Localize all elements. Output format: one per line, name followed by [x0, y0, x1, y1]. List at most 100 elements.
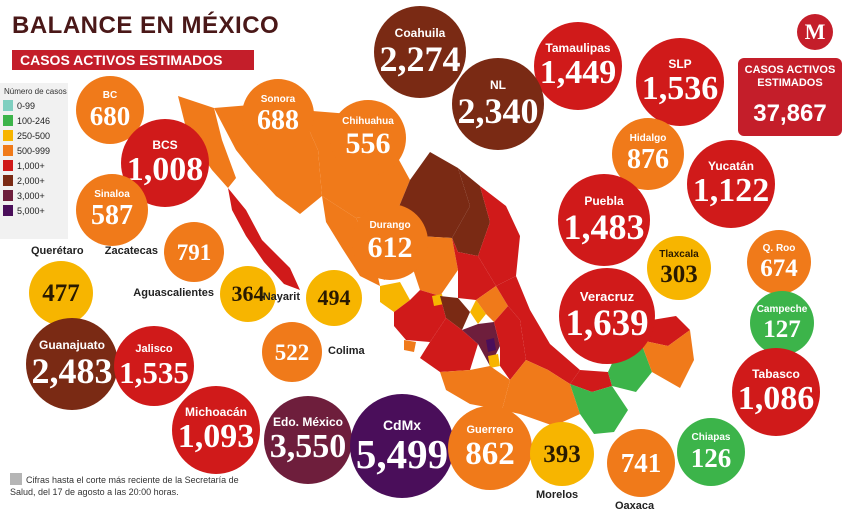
map-baja-california-sur [228, 188, 300, 290]
state-bubble: Michoacán 1,093 [172, 386, 260, 474]
legend-label: 3,000+ [17, 190, 45, 201]
state-bubble: Tabasco 1,086 [732, 348, 820, 436]
map-veracruz [496, 276, 580, 384]
legend-swatch [3, 205, 13, 216]
state-bubble: 364 [220, 266, 276, 322]
state-name: Guanajuato [38, 338, 105, 352]
state-value: 494 [317, 285, 351, 310]
state-name: Aguascalientes [133, 287, 214, 299]
state-value: 303 [660, 260, 698, 288]
state-name: Edo. México [272, 415, 343, 429]
state-bubble: Jalisco 1,535 [114, 326, 194, 406]
state-value: 2,340 [457, 91, 539, 131]
state-value: 5,499 [355, 430, 449, 477]
map-tamaulipas [478, 186, 520, 286]
legend-swatch [3, 145, 13, 156]
legend-swatch [3, 175, 13, 186]
state-value: 1,535 [119, 355, 189, 390]
legend-label: 100-246 [17, 115, 51, 126]
state-value: 791 [176, 239, 212, 265]
legend-swatch [3, 190, 13, 201]
state-value: 477 [42, 279, 80, 307]
state-name: Durango [369, 220, 411, 231]
legend-swatch [3, 115, 13, 126]
state-value: 522 [274, 339, 310, 365]
state-bubble: 522 [262, 322, 322, 382]
state-name: BCS [152, 138, 178, 152]
legend-label: 0-99 [17, 100, 36, 111]
legend: Número de casos 0-99 100-246 250-500 500-99… [0, 83, 68, 239]
map-jalisco [394, 290, 446, 342]
state-value: 2,274 [379, 39, 461, 79]
map-colima [404, 340, 416, 352]
legend-swatch [3, 100, 13, 111]
legend-label: 5,000+ [17, 205, 45, 216]
state-bubble: Puebla 1,483 [558, 174, 650, 266]
map-hidalgo [476, 286, 508, 322]
state-value: 393 [543, 440, 581, 468]
brand-logo: M [797, 14, 833, 50]
state-bubble: 741 [607, 429, 675, 497]
map-puebla [494, 306, 526, 380]
state-value: 556 [345, 127, 391, 160]
state-value: 741 [620, 447, 662, 478]
state-bubble: Durango 612 [352, 204, 428, 280]
state-bubble: 791 [164, 222, 224, 282]
state-name: Michoacán [184, 405, 247, 419]
state-value: 1,639 [565, 303, 649, 344]
legend-item: 2,000+ [0, 173, 68, 188]
state-value: 3,550 [269, 428, 347, 465]
state-value: 1,122 [692, 172, 770, 209]
legend-title: Número de casos [4, 87, 67, 96]
state-name: Sonora [260, 94, 296, 105]
state-name: Tamaulipas [545, 41, 611, 55]
state-name: Hidalgo [629, 133, 667, 144]
state-name: Guerrero [466, 424, 514, 436]
footnote: Cifras hasta el corte más reciente de la… [10, 473, 239, 497]
map-nayarit [380, 282, 410, 312]
state-name: Oaxaca [615, 500, 655, 512]
state-bubble: Sinaloa 587 [76, 174, 148, 246]
legend-item: 5,000+ [0, 203, 68, 218]
state-value: 1,536 [641, 70, 719, 107]
map-chiapas [570, 384, 628, 434]
map-guanajuato [440, 296, 470, 330]
state-name: Sinaloa [94, 189, 130, 200]
state-value: 688 [257, 105, 299, 136]
legend-label: 250-500 [17, 130, 51, 141]
map-edomex [462, 322, 500, 366]
state-bubble: Tlaxcala 303 [647, 236, 711, 300]
map-michoacan [420, 318, 478, 372]
state-bubble: Chihuahua 556 [330, 100, 406, 176]
state-name: Nayarit [262, 291, 300, 303]
legend-item: 250-500 [0, 128, 68, 143]
state-value: 364 [231, 281, 265, 306]
state-value: 862 [465, 436, 515, 472]
state-value: 674 [760, 254, 798, 282]
state-bubble: Coahuila 2,274 [374, 6, 466, 98]
state-name: Coahuila [394, 26, 446, 40]
state-value: 2,483 [31, 351, 113, 391]
legend-label: 2,000+ [17, 175, 45, 186]
state-bubble: Q. Roo 674 [747, 230, 811, 294]
map-tabasco [570, 370, 612, 392]
state-value: 1,483 [563, 207, 645, 247]
state-bubble: Yucatán 1,122 [687, 140, 775, 228]
state-bubble: 494 [306, 270, 362, 326]
legend-label: 500-999 [17, 145, 51, 156]
state-name: BC [102, 89, 118, 101]
map-cdmx [486, 338, 496, 352]
state-name: Jalisco [135, 343, 173, 355]
total-active-cases: CASOS ACTIVOS ESTIMADOS 37,867 [738, 58, 842, 136]
total-label: CASOS ACTIVOS ESTIMADOS [744, 64, 836, 89]
state-value: 1,449 [539, 54, 617, 91]
state-bubble: Campeche 127 [750, 291, 814, 355]
state-bubble: SLP 1,536 [636, 38, 724, 126]
state-name: Campeche [756, 303, 808, 315]
legend-item: 0-99 [0, 98, 68, 113]
legend-item: 1,000+ [0, 158, 68, 173]
state-name: SLP [668, 57, 692, 71]
legend-swatch [3, 130, 13, 141]
